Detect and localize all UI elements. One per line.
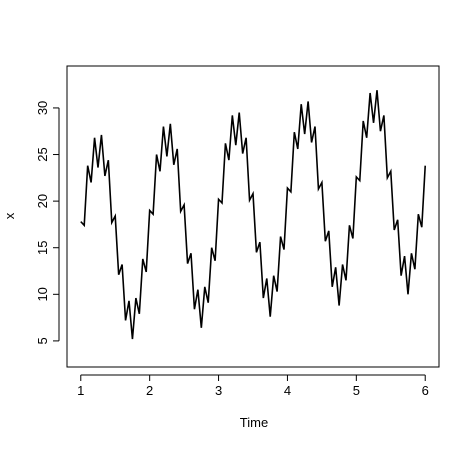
x-tick-label: 2 (146, 383, 153, 398)
x-axis-label: Time (240, 415, 268, 430)
y-tick-label: 30 (35, 101, 50, 115)
y-tick-label: 15 (35, 240, 50, 254)
y-tick-label: 20 (35, 194, 50, 208)
x-tick-label: 4 (284, 383, 291, 398)
y-tick-label: 10 (35, 287, 50, 301)
y-tick-label: 25 (35, 147, 50, 161)
series-line (80, 90, 427, 340)
y-tick-label: 5 (35, 337, 50, 344)
x-tick-label: 1 (77, 383, 84, 398)
x-tick-label: 3 (215, 383, 222, 398)
x-tick-label: 5 (353, 383, 360, 398)
x-tick-label: 6 (422, 383, 429, 398)
y-axis-label: x (2, 212, 17, 219)
plot-frame (66, 65, 440, 368)
